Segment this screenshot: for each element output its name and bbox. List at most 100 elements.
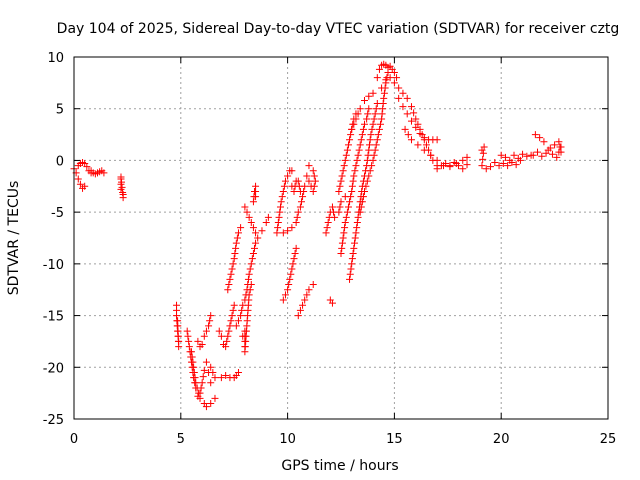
data-point xyxy=(274,218,282,226)
data-point xyxy=(331,213,339,221)
data-point xyxy=(363,115,371,123)
data-point xyxy=(353,218,361,226)
data-point xyxy=(291,250,299,258)
x-tick-label: 25 xyxy=(600,432,617,447)
data-point xyxy=(288,265,296,273)
data-point xyxy=(352,115,360,123)
data-point xyxy=(309,167,317,175)
data-point xyxy=(356,105,364,113)
data-point xyxy=(119,194,127,202)
data-point xyxy=(364,151,372,159)
data-point xyxy=(368,125,376,133)
data-point xyxy=(295,182,303,190)
data-point xyxy=(351,234,359,242)
data-point xyxy=(301,296,309,304)
data-point xyxy=(339,167,347,175)
data-point xyxy=(380,89,388,97)
data-point xyxy=(227,317,235,325)
data-point xyxy=(252,229,260,237)
data-point xyxy=(292,244,300,252)
data-point xyxy=(305,286,313,294)
data-point xyxy=(303,172,311,180)
data-point xyxy=(341,224,349,232)
data-point xyxy=(350,172,358,180)
data-point xyxy=(531,131,539,139)
data-point xyxy=(508,158,516,166)
data-point xyxy=(222,372,230,380)
data-point xyxy=(343,146,351,154)
data-point xyxy=(346,275,354,283)
data-point xyxy=(555,148,563,156)
data-point xyxy=(335,187,343,195)
data-point xyxy=(420,146,428,154)
data-point xyxy=(249,250,257,258)
data-point xyxy=(232,244,240,252)
data-point xyxy=(328,203,336,211)
data-point xyxy=(536,134,544,142)
data-point xyxy=(264,213,272,221)
data-point xyxy=(557,143,565,151)
data-points xyxy=(70,60,565,411)
data-point xyxy=(248,255,256,263)
data-point xyxy=(303,291,311,299)
data-point xyxy=(416,130,424,138)
data-point xyxy=(287,270,295,278)
data-point xyxy=(342,213,350,221)
data-point xyxy=(357,203,365,211)
data-point xyxy=(322,229,330,237)
data-point xyxy=(450,158,458,166)
data-point xyxy=(377,120,385,128)
data-point xyxy=(309,281,317,289)
data-point xyxy=(364,110,372,118)
data-point xyxy=(336,203,344,211)
data-point xyxy=(288,224,296,232)
data-point xyxy=(217,332,225,340)
data-point xyxy=(360,187,368,195)
data-point xyxy=(375,65,383,73)
data-point xyxy=(395,94,403,102)
data-point xyxy=(365,92,373,100)
y-tick-label: -25 xyxy=(43,413,64,428)
data-point xyxy=(292,218,300,226)
data-point xyxy=(390,69,398,77)
data-point xyxy=(343,208,351,216)
data-point xyxy=(510,151,518,159)
data-point xyxy=(399,89,407,97)
data-point xyxy=(286,275,294,283)
data-point xyxy=(202,403,210,411)
data-point xyxy=(247,281,255,289)
data-point xyxy=(378,84,386,92)
data-point xyxy=(279,187,287,195)
data-point xyxy=(372,141,380,149)
x-tick-label: 0 xyxy=(70,432,78,447)
data-point xyxy=(174,317,182,325)
data-point xyxy=(367,131,375,139)
data-point xyxy=(340,162,348,170)
data-point xyxy=(335,208,343,216)
data-point xyxy=(185,337,193,345)
data-point xyxy=(341,218,349,226)
data-point xyxy=(228,265,236,273)
data-point xyxy=(370,151,378,159)
data-point xyxy=(378,115,386,123)
data-point xyxy=(305,162,313,170)
x-tick-label: 10 xyxy=(279,432,296,447)
y-tick-label: 5 xyxy=(56,103,64,118)
data-point xyxy=(74,175,82,183)
data-point xyxy=(353,156,361,164)
data-point xyxy=(369,120,377,128)
data-point xyxy=(284,286,292,294)
data-point xyxy=(553,153,561,161)
data-point xyxy=(237,312,245,320)
data-point xyxy=(370,115,378,123)
data-point xyxy=(380,94,388,102)
data-point xyxy=(299,193,307,201)
data-point xyxy=(379,105,387,113)
data-point xyxy=(289,260,297,268)
data-point xyxy=(284,227,292,235)
data-point xyxy=(188,353,196,361)
data-point xyxy=(350,120,358,128)
data-point xyxy=(354,213,362,221)
data-point xyxy=(354,110,362,118)
data-point xyxy=(305,177,313,185)
